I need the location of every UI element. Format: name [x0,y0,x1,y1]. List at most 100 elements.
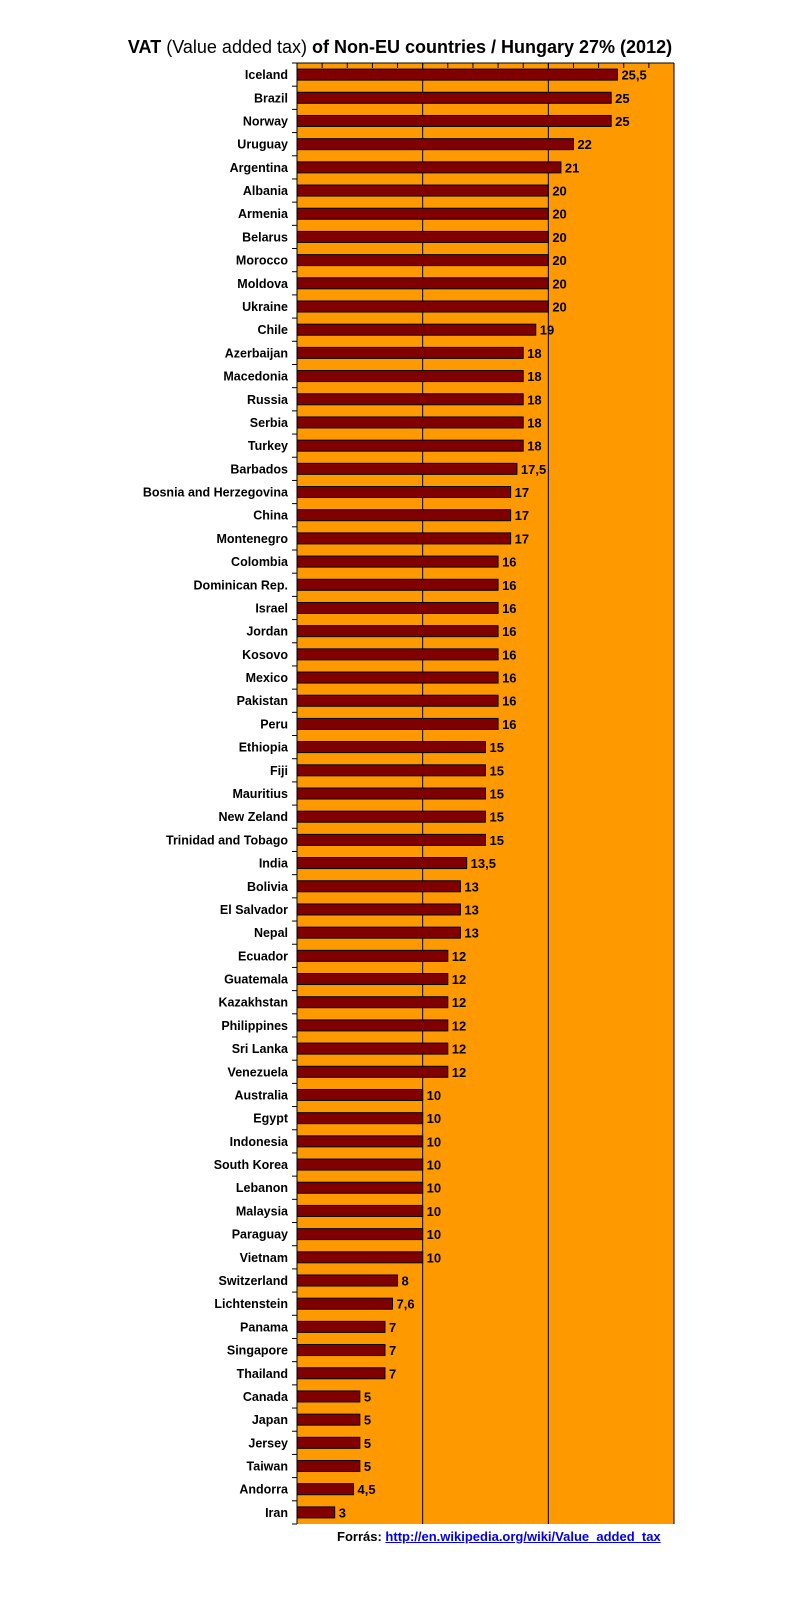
bar [296,601,499,614]
category-label: Colombia [231,555,289,569]
bar [296,277,549,290]
category-label: India [259,857,289,871]
chart-title: VAT (Value added tax) of Non-EU countrie… [0,37,800,58]
bar [296,1344,386,1357]
bar [296,996,449,1009]
bar [296,1483,355,1496]
category-label: Uruguay [237,138,288,152]
bar [296,1413,361,1426]
bar [296,1390,361,1403]
bar [296,532,512,545]
data-label: 12 [452,949,466,964]
bar [296,1251,424,1264]
bar [296,509,512,522]
data-label: 15 [490,740,504,755]
data-label: 3 [339,1505,346,1520]
category-label: Andorra [239,1483,289,1497]
bar [296,1460,361,1473]
bar [296,1135,424,1148]
bar [296,1204,424,1217]
bar [296,671,499,684]
data-label: 16 [502,647,516,662]
data-label: 5 [364,1459,371,1474]
data-label: 10 [427,1088,441,1103]
data-label: 5 [364,1389,371,1404]
category-label: Switzerland [219,1274,288,1288]
data-label: 17 [515,485,529,500]
data-label: 16 [502,555,516,570]
category-label: Israel [255,601,288,615]
category-label: Egypt [253,1112,289,1126]
data-label: 25,5 [621,68,646,83]
data-label: 4,5 [358,1482,376,1497]
category-label: Lebanon [236,1181,288,1195]
title-subtitle: (Value added tax) [166,37,307,57]
category-label: Indonesia [230,1135,289,1149]
bar [296,1297,394,1310]
data-label: 15 [490,787,504,802]
data-label: 15 [490,763,504,778]
bar [296,207,549,220]
data-label: 17 [515,531,529,546]
category-label: Azerbaijan [225,346,288,360]
bar [296,68,618,81]
category-label: Armenia [238,207,289,221]
bar [296,973,449,986]
bar [296,857,468,870]
category-label: Guatemala [224,973,289,987]
data-label: 16 [502,601,516,616]
category-label: Pakistan [237,694,288,708]
category-label: Australia [235,1088,290,1102]
bar [296,694,499,707]
bar [296,1181,424,1194]
category-label: Peru [260,717,288,731]
bar [296,416,524,429]
data-label: 12 [452,1065,466,1080]
data-label: 18 [527,415,541,430]
category-label: Nepal [254,926,288,940]
category-label: Trinidad and Tobago [166,833,288,847]
data-label: 12 [452,972,466,987]
data-label: 5 [364,1436,371,1451]
category-label: Brazil [254,91,288,105]
category-label: Iran [265,1506,288,1520]
bar [296,555,499,568]
bar [296,346,524,359]
category-label: Taiwan [247,1460,288,1474]
category-label: Jordan [246,625,288,639]
bar [296,138,574,151]
data-label: 18 [527,346,541,361]
category-label: Moldova [237,277,289,291]
bar [296,439,524,452]
category-label: Kosovo [242,648,288,662]
data-label: 13 [464,879,478,894]
bar [296,486,512,499]
category-label: Barbados [230,462,288,476]
category-label: Norway [243,114,288,128]
title-bold-rest: of Non-EU countries / Hungary 27% (2012) [312,37,673,57]
data-label: 12 [452,995,466,1010]
category-label: Malaysia [236,1204,289,1218]
data-label: 16 [502,717,516,732]
bar [296,91,612,104]
data-label: 10 [427,1250,441,1265]
data-label: 17,5 [521,462,546,477]
data-label: 7,6 [397,1297,415,1312]
source-link[interactable]: http://en.wikipedia.org/wiki/Value_added… [385,1529,661,1544]
bar [296,161,562,174]
data-label: 22 [577,137,591,152]
bar [296,1019,449,1032]
data-label: 10 [427,1227,441,1242]
bar [296,184,549,197]
data-label: 20 [552,184,566,199]
category-label: Morocco [236,254,288,268]
data-label: 13 [464,902,478,917]
data-label: 18 [527,369,541,384]
data-label: 25 [615,91,629,106]
data-label: 19 [540,323,554,338]
data-label: 12 [452,1042,466,1057]
category-label: Serbia [250,416,289,430]
category-label: Argentina [230,161,289,175]
bar [296,648,499,661]
bar [296,393,524,406]
